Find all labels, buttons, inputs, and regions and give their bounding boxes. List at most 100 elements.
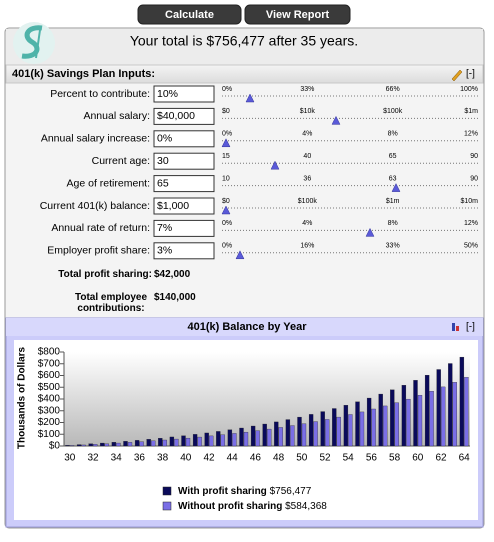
bar (285, 419, 291, 447)
x-tick-label: 42 (203, 453, 215, 464)
legend-swatch (162, 501, 172, 511)
input-value[interactable]: 30 (157, 155, 169, 167)
chart-collapse[interactable]: [-] (466, 322, 475, 333)
view-report-button[interactable] (244, 4, 351, 25)
input-value[interactable]: $1,000 (157, 200, 189, 212)
total-text: Your total is $756,477 after 35 years. (130, 33, 358, 49)
bar (116, 442, 121, 447)
slider-scale-label: $0 (222, 108, 230, 115)
bar (366, 397, 372, 447)
legend-entry: With profit sharing $756,477 (178, 486, 312, 497)
bar (197, 436, 202, 447)
bar (301, 423, 307, 447)
slider-thumb[interactable] (221, 138, 231, 148)
slider-thumb[interactable] (331, 115, 341, 125)
chart-header (6, 318, 483, 336)
bar (348, 414, 353, 447)
bar (464, 377, 469, 447)
bar (162, 439, 167, 447)
slider-scale-label: 16% (300, 243, 314, 250)
input-value[interactable]: 0% (157, 133, 172, 145)
bar (123, 441, 128, 447)
text-input[interactable] (153, 152, 215, 170)
slider-scale-label: 50% (464, 243, 478, 250)
total-label: Total profit sharing: (58, 269, 152, 280)
slider-thumb[interactable] (365, 227, 375, 237)
slider-thumb[interactable] (245, 93, 255, 103)
inputs-title: 401(k) Savings Plan Inputs: (12, 68, 155, 80)
slider-scale-label: 4% (302, 131, 312, 138)
slider-thumb[interactable] (391, 183, 401, 192)
bar (255, 430, 260, 447)
bar (158, 438, 163, 447)
text-input[interactable] (153, 242, 215, 260)
bar (104, 443, 109, 447)
x-tick-label: 60 (412, 453, 424, 464)
bar (343, 405, 349, 447)
total-value: $140,000 (154, 292, 196, 303)
x-tick-label: 32 (87, 453, 99, 464)
x-tick-label: 54 (343, 453, 355, 464)
bar (313, 421, 318, 447)
chart-icon[interactable] (452, 323, 459, 331)
slider-scale-label: $100k (298, 198, 318, 205)
input-value[interactable]: $40,000 (157, 110, 195, 122)
bar (69, 445, 75, 447)
legend-entry: Without profit sharing $584,368 (178, 501, 327, 512)
slider-thumb[interactable] (235, 250, 245, 260)
bar (76, 444, 82, 447)
bar (216, 431, 221, 447)
bar (192, 434, 198, 447)
slider-thumb[interactable] (221, 205, 231, 215)
x-tick-label: 48 (273, 453, 285, 464)
bar (239, 427, 244, 447)
calculate-button[interactable] (137, 4, 242, 25)
text-input[interactable] (153, 219, 215, 237)
slider-thumb[interactable] (270, 160, 280, 170)
bar (65, 445, 70, 447)
input-label: Current 401(k) balance: (40, 200, 150, 212)
bar (297, 416, 302, 447)
y-tick-label: $600 (38, 370, 61, 381)
x-tick-label: 52 (319, 453, 331, 464)
edit-icon[interactable] (451, 69, 463, 82)
input-value[interactable]: 10% (157, 88, 178, 100)
bar (308, 414, 314, 447)
slider-scale-label: 12% (464, 220, 478, 227)
text-input[interactable] (153, 197, 215, 215)
x-tick-label: 56 (366, 453, 378, 464)
bar (378, 393, 383, 447)
calculate-button-label[interactable]: Calculate (165, 9, 214, 21)
bar (151, 440, 156, 447)
bar (290, 425, 295, 447)
legend-name: With profit sharing (178, 486, 267, 497)
y-tick-label: $500 (38, 382, 61, 393)
legend-swatch (162, 486, 172, 496)
bar (232, 433, 237, 447)
slider-scale-label: $10k (300, 108, 316, 115)
slider-scale-label: 10 (222, 175, 230, 182)
bar (383, 405, 388, 447)
view-report-button-label[interactable]: View Report (266, 9, 330, 21)
bar (274, 421, 279, 447)
bar (441, 386, 446, 447)
slider-scale-label: 8% (388, 131, 398, 138)
bar (139, 441, 144, 447)
text-input[interactable] (153, 175, 215, 193)
text-input[interactable] (153, 85, 215, 103)
slider-scale-label: $1m (464, 108, 478, 115)
y-tick-label: $0 (49, 441, 61, 452)
bar (146, 439, 151, 447)
input-value[interactable]: 3% (157, 245, 172, 257)
bar (320, 411, 325, 447)
input-label: Annual salary increase: (41, 133, 150, 145)
input-value[interactable]: 65 (157, 177, 169, 189)
text-input[interactable] (153, 107, 215, 125)
input-value[interactable]: 7% (157, 222, 172, 234)
slider-scale-label: 66% (386, 86, 400, 93)
text-input[interactable] (153, 130, 215, 148)
inputs-collapse[interactable]: [-] (466, 69, 475, 80)
bar (355, 401, 360, 447)
slider-scale-label: 90 (470, 175, 478, 182)
legend-name: Without profit sharing (178, 501, 282, 512)
